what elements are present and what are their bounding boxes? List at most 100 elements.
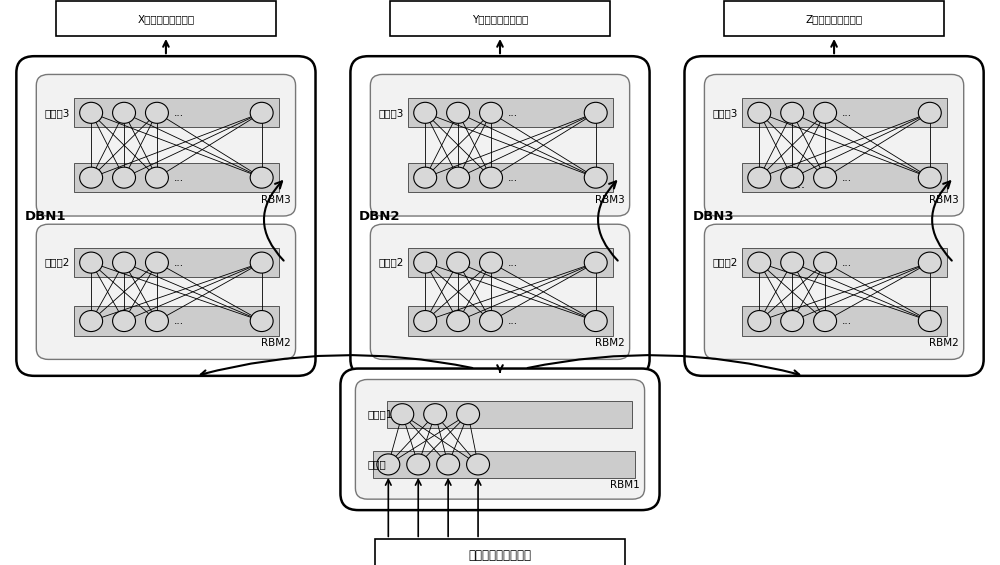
Bar [742, 306, 947, 336]
Circle shape [781, 311, 804, 332]
Circle shape [584, 252, 607, 273]
Circle shape [447, 311, 470, 332]
Circle shape [414, 167, 437, 188]
Circle shape [447, 167, 470, 188]
FancyBboxPatch shape [350, 56, 650, 376]
Bar [74, 163, 279, 192]
Text: ...: ... [508, 108, 518, 118]
Text: 可视层: 可视层 [367, 459, 386, 470]
Circle shape [250, 102, 273, 123]
Circle shape [377, 454, 400, 475]
Text: DBN2: DBN2 [358, 210, 400, 223]
Bar [74, 248, 279, 277]
Circle shape [748, 311, 771, 332]
Bar [373, 451, 635, 478]
Bar [74, 98, 279, 128]
Bar [742, 98, 947, 128]
Circle shape [457, 404, 480, 425]
FancyBboxPatch shape [36, 75, 296, 216]
Circle shape [918, 311, 941, 332]
Text: RBM3: RBM3 [595, 195, 625, 205]
FancyBboxPatch shape [684, 56, 984, 376]
Circle shape [480, 252, 502, 273]
Text: ...: ... [508, 316, 518, 326]
Circle shape [467, 454, 490, 475]
Text: Y向热误差预测输出: Y向热误差预测输出 [472, 14, 528, 24]
Circle shape [584, 102, 607, 123]
Text: RBM2: RBM2 [261, 338, 291, 349]
Circle shape [424, 404, 447, 425]
Bar [56, 1, 276, 36]
FancyBboxPatch shape [370, 224, 630, 359]
Circle shape [80, 102, 103, 123]
Circle shape [80, 252, 103, 273]
Bar [408, 306, 613, 336]
Bar [408, 163, 613, 192]
Circle shape [748, 102, 771, 123]
Text: 隐含层2: 隐含层2 [44, 258, 70, 268]
Text: DBN1: DBN1 [24, 210, 66, 223]
Text: ...: ... [174, 316, 184, 326]
Text: ...: ... [842, 108, 852, 118]
Circle shape [918, 252, 941, 273]
Text: 隐含层2: 隐含层2 [378, 258, 404, 268]
Circle shape [781, 167, 804, 188]
Text: Z向热误差预测输出: Z向热误差预测输出 [806, 14, 863, 24]
Text: RBM2: RBM2 [595, 338, 625, 349]
Text: 隐含层3: 隐含层3 [712, 108, 738, 118]
Circle shape [407, 454, 430, 475]
FancyBboxPatch shape [340, 368, 660, 510]
Bar [742, 248, 947, 277]
Text: RBM2: RBM2 [929, 338, 959, 349]
Text: 隐含层3: 隐含层3 [378, 108, 404, 118]
Text: ...: ... [508, 258, 518, 268]
Text: ...: ... [174, 258, 184, 268]
Bar [390, 1, 610, 36]
Text: ...: ... [174, 108, 184, 118]
FancyBboxPatch shape [355, 380, 645, 499]
Circle shape [414, 252, 437, 273]
Circle shape [814, 167, 837, 188]
Circle shape [918, 167, 941, 188]
Text: ...: ... [508, 173, 518, 182]
Circle shape [447, 252, 470, 273]
Circle shape [113, 311, 136, 332]
Text: ...: ... [842, 258, 852, 268]
FancyBboxPatch shape [16, 56, 316, 376]
Circle shape [748, 167, 771, 188]
Circle shape [781, 102, 804, 123]
Bar [74, 306, 279, 336]
Circle shape [814, 311, 837, 332]
Circle shape [250, 167, 273, 188]
Circle shape [480, 167, 502, 188]
Circle shape [480, 102, 502, 123]
Text: RBM3: RBM3 [929, 195, 959, 205]
FancyBboxPatch shape [704, 75, 964, 216]
Text: DBN3: DBN3 [692, 210, 734, 223]
FancyBboxPatch shape [36, 224, 296, 359]
Circle shape [414, 102, 437, 123]
Text: 隐含层3: 隐含层3 [44, 108, 70, 118]
Circle shape [145, 252, 168, 273]
Circle shape [781, 252, 804, 273]
Circle shape [113, 167, 136, 188]
Circle shape [814, 252, 837, 273]
Circle shape [80, 167, 103, 188]
Bar [742, 163, 947, 192]
Bar [724, 1, 944, 36]
Circle shape [113, 252, 136, 273]
Text: 热源点温度样本数据: 热源点温度样本数据 [469, 549, 532, 562]
Circle shape [391, 404, 414, 425]
Bar [408, 248, 613, 277]
Text: RBM3: RBM3 [261, 195, 291, 205]
Circle shape [584, 311, 607, 332]
Bar [408, 98, 613, 128]
FancyBboxPatch shape [370, 75, 630, 216]
Text: X向热误差预测输出: X向热误差预测输出 [137, 14, 194, 24]
Text: ...: ... [174, 173, 184, 182]
Circle shape [80, 311, 103, 332]
Text: ...: ... [793, 177, 805, 190]
Circle shape [250, 311, 273, 332]
Circle shape [480, 311, 502, 332]
Circle shape [814, 102, 837, 123]
